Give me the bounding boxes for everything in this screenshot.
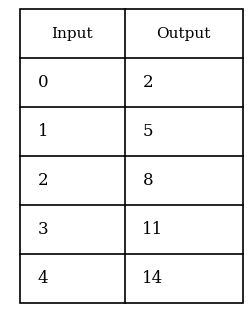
Text: Input: Input — [52, 27, 93, 41]
Text: 8: 8 — [142, 172, 153, 189]
Text: 11: 11 — [142, 221, 164, 238]
Text: 4: 4 — [38, 270, 48, 287]
Text: 2: 2 — [38, 172, 48, 189]
Bar — [20, 9, 242, 303]
Text: 3: 3 — [38, 221, 48, 238]
Text: 14: 14 — [142, 270, 164, 287]
Text: 5: 5 — [142, 123, 153, 140]
Text: 1: 1 — [38, 123, 48, 140]
Text: Output: Output — [156, 27, 211, 41]
Text: 2: 2 — [142, 74, 153, 91]
Text: 0: 0 — [38, 74, 48, 91]
